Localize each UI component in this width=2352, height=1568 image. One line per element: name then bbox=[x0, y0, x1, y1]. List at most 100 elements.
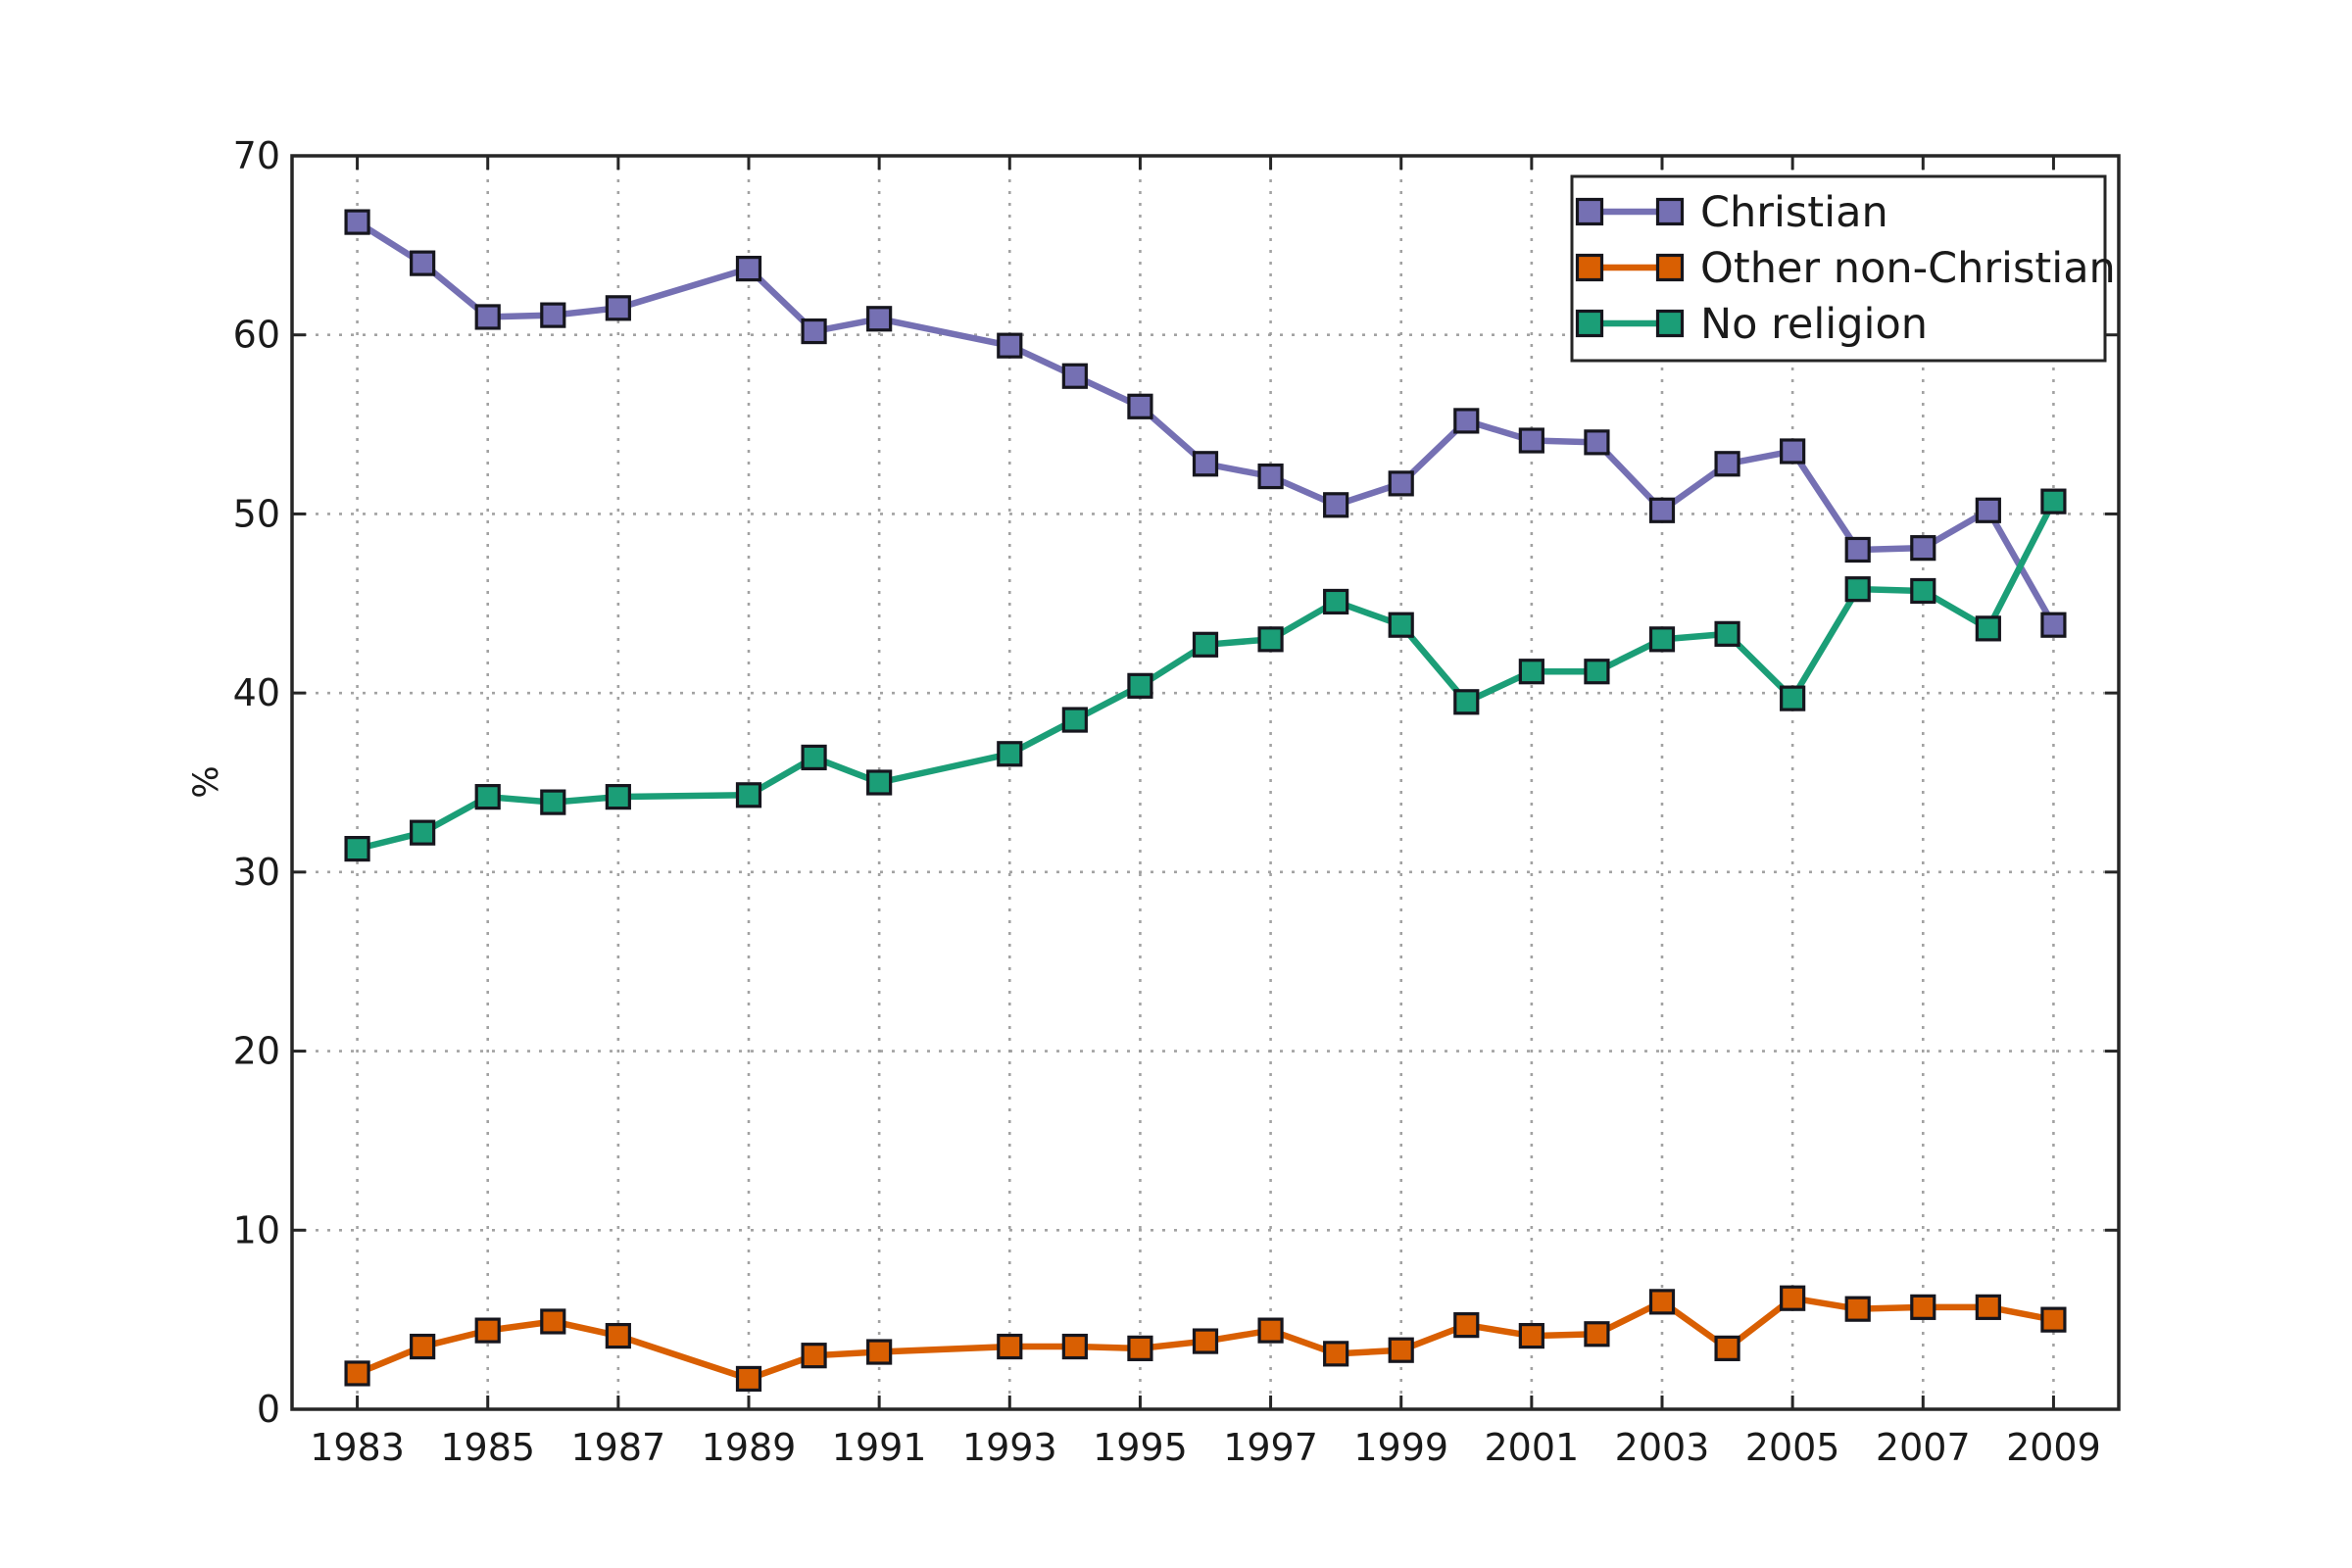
data-point-marker bbox=[1192, 1328, 1219, 1354]
data-point-marker bbox=[735, 1365, 762, 1393]
data-point-marker bbox=[1714, 1335, 1740, 1361]
data-point-marker bbox=[1714, 451, 1740, 477]
plot-border bbox=[290, 154, 2121, 1411]
data-point-marker bbox=[1192, 451, 1219, 477]
y-tick-labels: 0 10 20 30 40 50 60 70 bbox=[233, 134, 280, 1431]
y-axis-label: % bbox=[187, 765, 226, 798]
data-point-marker bbox=[1518, 427, 1544, 454]
data-point-marker bbox=[997, 1333, 1023, 1360]
x-tick-label: 2007 bbox=[1876, 1426, 1971, 1469]
data-point-marker bbox=[997, 332, 1023, 359]
data-point-marker bbox=[1127, 1335, 1153, 1361]
data-point-marker bbox=[1648, 1289, 1676, 1315]
data-point-marker bbox=[997, 741, 1023, 767]
legend-item-other-non-christian: Other non-Christian bbox=[1575, 244, 2116, 293]
data-point-marker bbox=[1844, 1296, 1871, 1322]
data-point-marker bbox=[1648, 497, 1676, 523]
data-point-marker bbox=[1518, 659, 1544, 685]
y-tick-label: 70 bbox=[233, 134, 280, 177]
x-tick-label: 1995 bbox=[1093, 1426, 1188, 1469]
data-point-marker bbox=[1323, 1341, 1349, 1367]
data-point-marker bbox=[605, 1322, 631, 1349]
plot-series bbox=[344, 209, 2067, 1393]
data-point-marker bbox=[1388, 470, 1414, 497]
data-point-marker bbox=[1388, 1337, 1414, 1363]
data-point-marker bbox=[474, 304, 501, 330]
data-point-marker bbox=[1975, 1294, 2001, 1320]
data-point-marker bbox=[1453, 689, 1480, 715]
data-point-marker bbox=[344, 1360, 370, 1387]
x-tick-label: 1983 bbox=[310, 1426, 405, 1469]
y-tick-label: 40 bbox=[233, 671, 280, 714]
data-point-marker bbox=[1648, 626, 1676, 653]
legend-label: No religion bbox=[1700, 300, 1928, 349]
data-point-marker bbox=[1257, 463, 1284, 490]
data-point-marker bbox=[1714, 620, 1740, 647]
legend-handle-marker bbox=[1655, 197, 1685, 226]
x-tick-label: 1993 bbox=[962, 1426, 1057, 1469]
y-tick-label: 30 bbox=[233, 851, 280, 894]
data-point-marker bbox=[410, 1333, 436, 1360]
data-point-marker bbox=[801, 1343, 827, 1369]
data-point-marker bbox=[540, 1308, 566, 1335]
y-tick-label: 20 bbox=[233, 1030, 280, 1073]
data-point-marker bbox=[1257, 626, 1284, 653]
y-tick-label: 0 bbox=[257, 1388, 280, 1431]
data-point-marker bbox=[1061, 1333, 1088, 1360]
data-point-marker bbox=[1780, 438, 1806, 465]
x-tick-label: 1989 bbox=[702, 1426, 797, 1469]
data-point-marker bbox=[866, 306, 893, 332]
data-point-marker bbox=[1910, 535, 1936, 562]
data-point-marker bbox=[735, 256, 762, 282]
data-point-marker bbox=[1127, 393, 1153, 419]
x-tick-label: 1985 bbox=[440, 1426, 535, 1469]
data-point-marker bbox=[866, 1339, 893, 1365]
data-point-marker bbox=[1127, 672, 1153, 699]
data-point-marker bbox=[474, 784, 501, 810]
data-point-marker bbox=[1584, 1321, 1610, 1348]
data-point-marker bbox=[1975, 615, 2001, 642]
data-point-marker bbox=[1453, 1312, 1480, 1339]
data-point-marker bbox=[1323, 492, 1349, 518]
legend: Christian Other non-Christian No religion bbox=[1570, 174, 2116, 363]
x-tick-label: 1987 bbox=[570, 1426, 665, 1469]
data-point-marker bbox=[410, 250, 436, 276]
data-point-marker bbox=[1975, 497, 2001, 523]
data-point-marker bbox=[474, 1317, 501, 1344]
data-point-marker bbox=[605, 295, 631, 321]
legend-label: Other non-Christian bbox=[1700, 244, 2116, 293]
data-point-marker bbox=[1844, 536, 1871, 564]
data-point-marker bbox=[2040, 488, 2067, 514]
series-christian bbox=[344, 209, 2067, 638]
data-point-marker bbox=[1584, 659, 1610, 685]
data-point-marker bbox=[1061, 363, 1088, 389]
data-point-marker bbox=[1844, 576, 1871, 603]
legend-handle-marker bbox=[1575, 197, 1604, 226]
data-point-marker bbox=[1780, 1285, 1806, 1311]
axes-frame bbox=[290, 154, 2121, 1411]
legend-handle-marker bbox=[1655, 253, 1685, 282]
x-tick-label: 1991 bbox=[832, 1426, 927, 1469]
data-point-marker bbox=[801, 744, 827, 771]
series-no-religion bbox=[344, 488, 2067, 862]
y-tick-label: 50 bbox=[233, 492, 280, 535]
y-tick-label: 10 bbox=[233, 1208, 280, 1251]
data-point-marker bbox=[866, 769, 893, 796]
data-point-marker bbox=[1780, 685, 1806, 711]
x-tick-labels: 1983 1985 1987 1989 1991 1993 1995 1997 1999 2001… bbox=[310, 1426, 2101, 1469]
data-point-marker bbox=[1061, 707, 1088, 733]
axis-ticks bbox=[292, 154, 2119, 1411]
data-point-marker bbox=[344, 209, 370, 235]
data-point-marker bbox=[410, 819, 436, 846]
data-point-marker bbox=[1584, 429, 1610, 456]
y-tick-label: 60 bbox=[233, 314, 280, 357]
x-tick-label: 2001 bbox=[1484, 1426, 1579, 1469]
data-point-marker bbox=[1257, 1317, 1284, 1344]
legend-item-christian: Christian bbox=[1575, 188, 1888, 237]
data-point-marker bbox=[2040, 1306, 2067, 1333]
data-point-marker bbox=[735, 782, 762, 808]
data-point-marker bbox=[1910, 577, 1936, 605]
legend-item-no-religion: No religion bbox=[1575, 300, 1928, 349]
